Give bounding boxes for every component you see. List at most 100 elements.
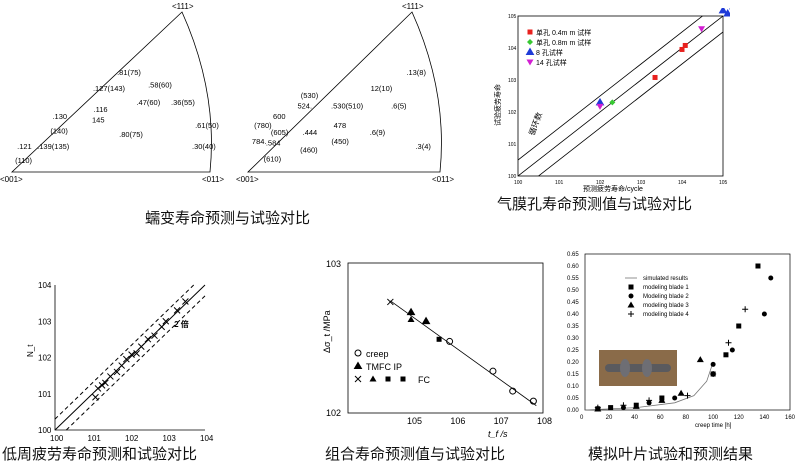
data-point <box>94 385 102 392</box>
data-point <box>620 402 627 409</box>
data-point <box>182 298 189 305</box>
plot-frame <box>517 15 724 177</box>
legend-label: simulated results <box>643 276 688 282</box>
data-point <box>137 343 145 350</box>
x-tick-label: 105 <box>719 180 728 186</box>
data-point <box>755 263 761 269</box>
x-tick-label: 40 <box>631 415 638 421</box>
blade-photo-knob <box>642 359 652 377</box>
data-label: .6(9) <box>370 128 386 137</box>
combined-life-plot: 105 106 107 108 103 102 t_f /s Δσ_t /MPa creep TM… <box>322 259 552 439</box>
data-point <box>632 402 640 409</box>
data-label: .130 <box>52 112 67 121</box>
data-point <box>608 405 614 411</box>
data-point <box>386 298 394 306</box>
legend-marker <box>526 59 534 66</box>
x-axis-title: t_f /s <box>488 429 508 439</box>
x-tick-label: 102 <box>125 434 139 443</box>
data-label: (460) <box>300 146 318 155</box>
data-label: (780) <box>254 121 272 130</box>
combined-life-chart: 105 106 107 108 103 102 t_f /s Δσ_t /MPa creep TM… <box>300 253 560 443</box>
y-tick-label: 102 <box>508 110 517 116</box>
data-point <box>609 99 616 106</box>
triangle-outline <box>10 11 212 173</box>
x-tick-label: 140 <box>759 415 770 421</box>
x-tick-label: 107 <box>494 416 509 426</box>
legend-label: modeling blade 3 <box>643 303 689 309</box>
y-tick-label: 0.05 <box>567 396 579 402</box>
data-point <box>658 396 666 403</box>
corner-label-011: <011> <box>432 175 454 184</box>
data-point <box>696 356 704 363</box>
data-point <box>118 362 126 369</box>
legend-marker <box>353 361 363 369</box>
creep-triangle-plot: <111> <001> <011> .81(75) .127(143) .58(60) .4… <box>0 2 224 184</box>
data-point <box>594 404 601 411</box>
legend-label: 8 孔试样 <box>536 48 563 57</box>
diagonal-line-0 <box>518 16 723 176</box>
y-tick-label: 0.20 <box>567 360 579 366</box>
data-label: .444 <box>303 128 318 137</box>
data-point <box>761 311 767 317</box>
data-label: .47(60) <box>136 98 160 107</box>
y-tick-label: 0.35 <box>567 324 579 330</box>
data-point <box>101 379 109 387</box>
x-tick-label: 100 <box>514 180 523 186</box>
x-tick-label: 106 <box>450 416 465 426</box>
triangle-outline <box>247 11 442 173</box>
y-axis-title: Δσ_t /MPa <box>322 310 332 353</box>
plot-frame <box>347 262 544 414</box>
x-tick-label: 120 <box>734 415 745 421</box>
x-tick-label: 60 <box>657 415 664 421</box>
x-tick-label: 100 <box>708 415 719 421</box>
data-point <box>718 5 728 14</box>
data-point <box>133 350 140 357</box>
data-label: .127(143) <box>93 84 126 93</box>
x-tick-label: 102 <box>596 180 605 186</box>
x-tick-label: 101 <box>555 180 564 186</box>
diagonal-line <box>54 284 206 431</box>
data-point <box>672 395 678 401</box>
plot-frame <box>584 253 791 411</box>
y-tick-label: 0.65 <box>567 252 579 258</box>
corner-label-111: <111> <box>172 2 194 11</box>
legend-marker <box>354 349 362 357</box>
y-tick-label: 0.15 <box>567 372 579 378</box>
x-tick-label: 103 <box>163 434 177 443</box>
legend-label: modeling blade 1 <box>643 285 689 291</box>
y-tick-label: 104 <box>38 281 52 290</box>
data-point <box>158 323 166 331</box>
data-point <box>596 103 604 110</box>
lcf-life-chart: 100 100 101 101 102 102 103 103 104 104 N_t 2 倍 <box>0 280 220 445</box>
caption-hole: 气膜孔寿命预测值与试验对比 <box>497 195 693 213</box>
data-label: .80(75) <box>119 130 143 139</box>
data-point <box>710 361 716 367</box>
data-label: (110) <box>15 156 32 165</box>
x-tick-label: 101 <box>88 434 102 443</box>
annotation-factor: 2 倍 <box>174 319 189 329</box>
data-point <box>162 317 170 325</box>
legend-label: 单孔 0.4m m 试样 <box>536 28 591 37</box>
x-tick-label: 20 <box>606 415 613 421</box>
legend-marker <box>525 47 535 55</box>
blade-photo-specimen <box>605 364 671 372</box>
y-tick-label: 0.50 <box>567 288 579 294</box>
y-axis-title: N_t <box>26 344 35 357</box>
data-point <box>436 336 442 342</box>
data-point <box>723 8 733 17</box>
data-label: .58(60) <box>148 81 172 90</box>
data-point <box>768 275 774 281</box>
legend-marker <box>627 301 635 308</box>
caption-combined: 组合寿命预测值与试验对比 <box>325 445 506 463</box>
data-label: .139(135) <box>37 142 70 151</box>
hole-life-chart: 100 100 101 101 102 102 103 103 104 104 105 105 预测疲劳… <box>490 0 743 193</box>
y-axis-title: 试验疲劳寿命 <box>493 84 502 126</box>
x-tick-label: 103 <box>637 180 646 186</box>
data-point <box>729 347 735 353</box>
data-point <box>107 373 114 380</box>
x-tick-label: 100 <box>50 434 64 443</box>
data-point <box>406 307 416 316</box>
creep-triangle-chart-2: <111> <001> <011> .13(8) 12(10) (530) 524. .530… <box>220 0 455 195</box>
legend-marker <box>527 29 533 35</box>
band-line-upper <box>54 284 195 420</box>
